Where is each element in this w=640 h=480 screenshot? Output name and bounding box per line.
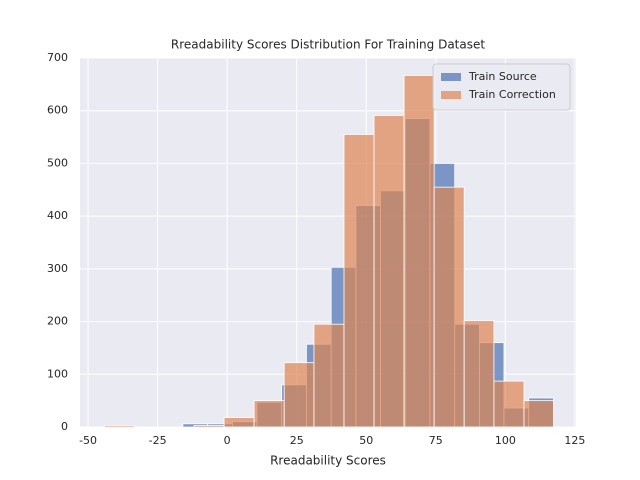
legend-swatch — [441, 91, 461, 99]
histogram-bar — [193, 425, 225, 428]
histogram-bar — [343, 134, 375, 428]
y-tick-label: 200 — [47, 315, 68, 328]
y-tick-label: 600 — [47, 104, 68, 117]
histogram-bar — [523, 400, 554, 428]
x-tick-label: 100 — [495, 434, 516, 447]
legend-label: Train Source — [468, 70, 537, 83]
x-axis-label: Rreadability Scores — [270, 454, 386, 468]
histogram-bar — [313, 323, 345, 428]
y-tick-label: 700 — [47, 51, 68, 64]
legend: Train Source Train Correction — [432, 63, 571, 111]
y-tick-label: 400 — [47, 209, 68, 222]
x-tick-label: -25 — [149, 434, 167, 447]
y-tick-label: 500 — [47, 156, 68, 169]
legend-label: Train Correction — [468, 88, 556, 101]
histogram-bar — [373, 115, 405, 428]
legend-swatch — [441, 73, 461, 81]
y-tick-label: 100 — [47, 367, 68, 380]
chart-title: Rreadability Scores Distribution For Tra… — [171, 38, 485, 52]
histogram-bar — [463, 320, 495, 428]
histogram-bar — [403, 74, 435, 428]
y-tick-label: 300 — [47, 262, 68, 275]
x-tick-label: 0 — [224, 434, 231, 447]
histogram-bar — [253, 400, 285, 428]
x-tick-label: 25 — [290, 434, 304, 447]
x-tick-label: -50 — [79, 434, 97, 447]
legend-box — [432, 63, 571, 111]
histogram-bar — [493, 380, 525, 428]
histogram-bar — [103, 425, 135, 428]
histogram-bar — [283, 362, 315, 428]
histogram-bar — [433, 186, 465, 428]
x-tick-label: 50 — [359, 434, 373, 447]
histogram-bar — [223, 417, 255, 428]
x-tick-label: 125 — [564, 434, 585, 447]
x-tick-label: 75 — [429, 434, 443, 447]
y-tick-label: 0 — [61, 420, 68, 433]
